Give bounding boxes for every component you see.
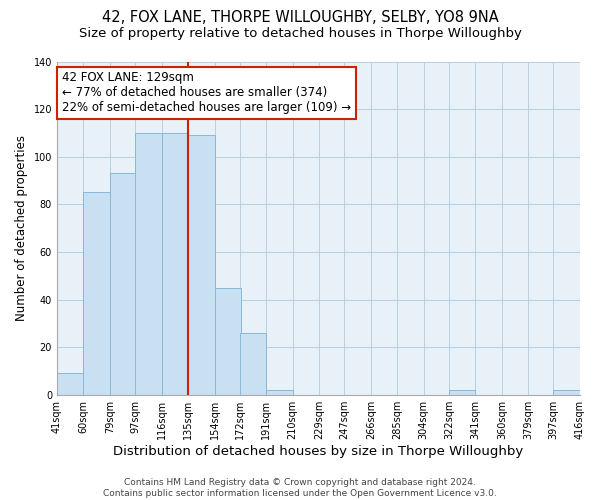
Bar bbox=[266, 390, 293, 394]
Bar bbox=[110, 174, 136, 394]
Bar bbox=[553, 390, 580, 394]
Text: Contains HM Land Registry data © Crown copyright and database right 2024.
Contai: Contains HM Land Registry data © Crown c… bbox=[103, 478, 497, 498]
X-axis label: Distribution of detached houses by size in Thorpe Willoughby: Distribution of detached houses by size … bbox=[113, 444, 524, 458]
Text: 42, FOX LANE, THORPE WILLOUGHBY, SELBY, YO8 9NA: 42, FOX LANE, THORPE WILLOUGHBY, SELBY, … bbox=[101, 10, 499, 25]
Y-axis label: Number of detached properties: Number of detached properties bbox=[15, 135, 28, 321]
Bar bbox=[57, 374, 83, 394]
Bar bbox=[135, 133, 161, 394]
Bar bbox=[83, 192, 110, 394]
Bar bbox=[449, 390, 475, 394]
Bar bbox=[161, 133, 188, 394]
Bar bbox=[239, 333, 266, 394]
Bar bbox=[215, 288, 241, 395]
Text: 42 FOX LANE: 129sqm
← 77% of detached houses are smaller (374)
22% of semi-detac: 42 FOX LANE: 129sqm ← 77% of detached ho… bbox=[62, 72, 351, 114]
Text: Size of property relative to detached houses in Thorpe Willoughby: Size of property relative to detached ho… bbox=[79, 28, 521, 40]
Bar bbox=[188, 136, 215, 394]
